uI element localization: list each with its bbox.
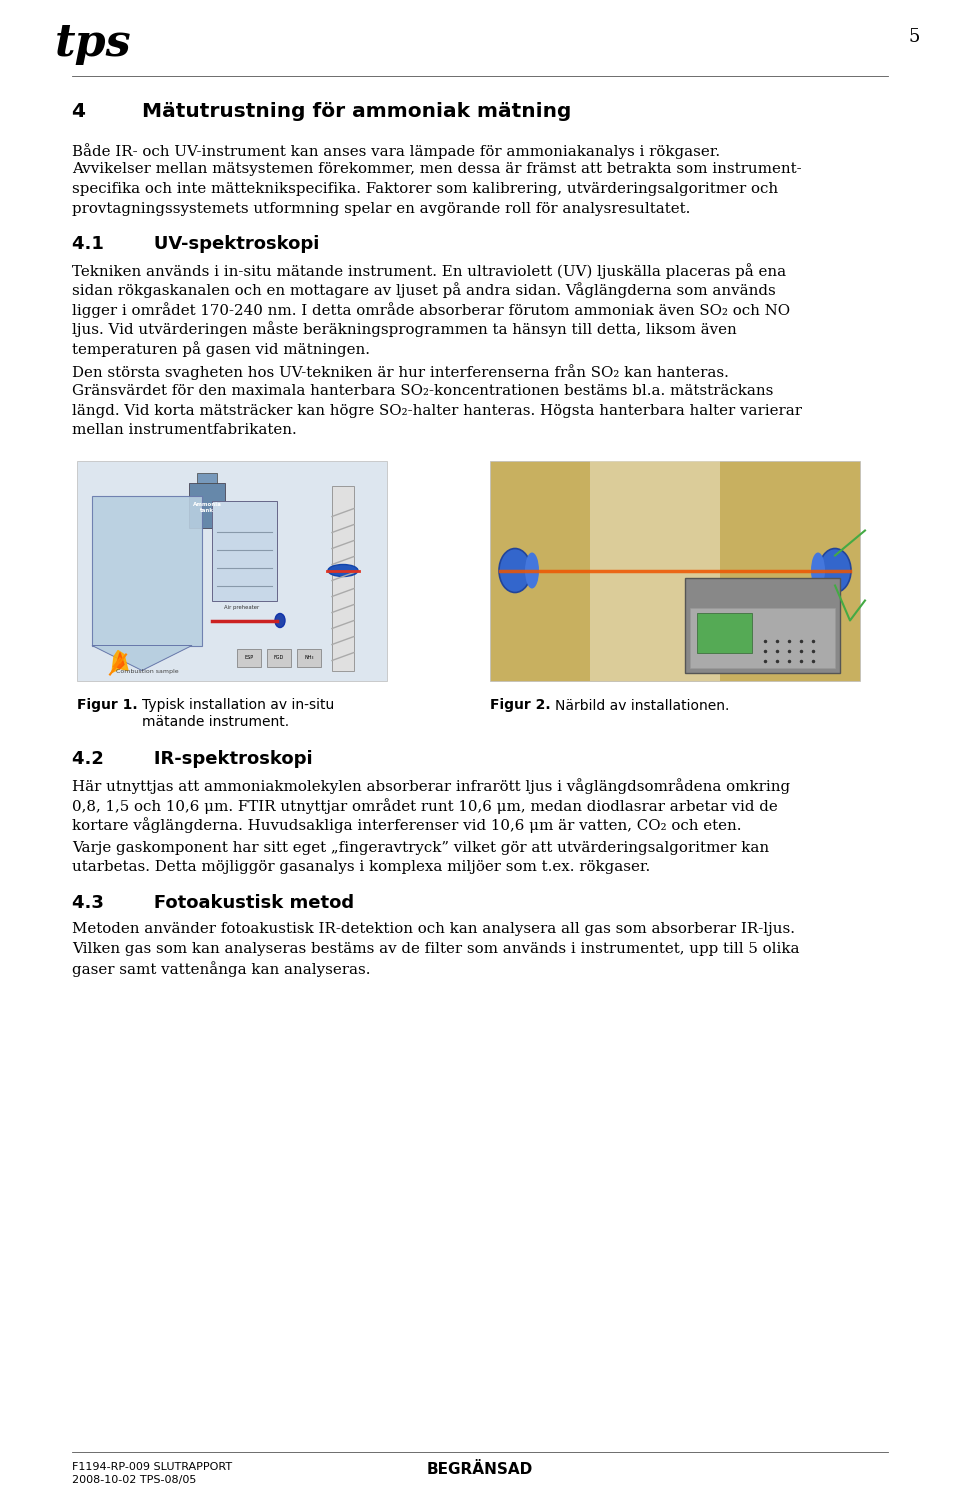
Bar [690, 608, 835, 668]
Bar [332, 486, 354, 670]
Text: Den största svagheten hos UV-tekniken är hur interferenserna från SO₂ kan hanter: Den största svagheten hos UV-tekniken är… [72, 365, 729, 380]
Bar [697, 612, 752, 653]
Ellipse shape [525, 553, 539, 589]
Text: ligger i området 170-240 nm. I detta område absorberar förutom ammoniak även SO₂: ligger i området 170-240 nm. I detta omr… [72, 302, 790, 317]
FancyBboxPatch shape [197, 472, 217, 483]
Bar [77, 460, 387, 681]
Bar [189, 483, 225, 527]
Text: Figur 1.: Figur 1. [77, 699, 137, 712]
Bar [237, 648, 261, 666]
Text: Varje gaskomponent har sitt eget „fingeravtryck” vilket gör att utvärderingsalgo: Varje gaskomponent har sitt eget „finger… [72, 840, 769, 855]
Text: tps: tps [55, 22, 132, 66]
Text: 4.2        IR-spektroskopi: 4.2 IR-spektroskopi [72, 751, 313, 769]
Text: Närbild av installationen.: Närbild av installationen. [555, 699, 730, 712]
Text: gaser samt vattenånga kan analyseras.: gaser samt vattenånga kan analyseras. [72, 961, 371, 977]
Text: temperaturen på gasen vid mätningen.: temperaturen på gasen vid mätningen. [72, 341, 370, 358]
Text: längd. Vid korta mätsträcker kan högre SO₂-halter hanteras. Högsta hanterbara ha: längd. Vid korta mätsträcker kan högre S… [72, 404, 802, 417]
Bar [490, 460, 860, 681]
Text: 4.1        UV-spektroskopi: 4.1 UV-spektroskopi [72, 235, 320, 253]
Text: 2008-10-02 TPS-08/05: 2008-10-02 TPS-08/05 [72, 1475, 197, 1486]
Text: ESP: ESP [245, 656, 253, 660]
Text: Avvikelser mellan mätsystemen förekommer, men dessa är främst att betrakta som i: Avvikelser mellan mätsystemen förekommer… [72, 162, 802, 176]
Text: sidan rökgaskanalen och en mottagare av ljuset på andra sidan. Våglängderna som : sidan rökgaskanalen och en mottagare av … [72, 283, 776, 298]
Text: Ammonia
tank: Ammonia tank [193, 502, 222, 513]
Ellipse shape [328, 565, 358, 577]
Text: ljus. Vid utvärderingen måste beräkningsprogrammen ta hänsyn till detta, liksom : ljus. Vid utvärderingen måste beräknings… [72, 322, 736, 337]
Text: 4        Mätutrustning för ammoniak mätning: 4 Mätutrustning för ammoniak mätning [72, 101, 571, 121]
Text: Air preheater: Air preheater [224, 605, 259, 609]
Ellipse shape [819, 548, 851, 593]
Polygon shape [116, 653, 124, 669]
Text: kortare våglängderna. Huvudsakliga interferenser vid 10,6 μm är vatten, CO₂ och : kortare våglängderna. Huvudsakliga inter… [72, 818, 741, 833]
Text: BEGRÄNSAD: BEGRÄNSAD [427, 1462, 533, 1477]
Text: specifika och inte mätteknikspecifika. Faktorer som kalibrering, utvärderingsalg: specifika och inte mätteknikspecifika. F… [72, 182, 779, 197]
Bar [212, 501, 277, 600]
Text: Gränsvärdet för den maximala hanterbara SO₂-koncentrationen bestäms bl.a. mätstr: Gränsvärdet för den maximala hanterbara … [72, 384, 774, 398]
Ellipse shape [499, 548, 531, 593]
Text: mätande instrument.: mätande instrument. [142, 715, 289, 729]
Bar [267, 648, 291, 666]
Text: provtagningssystemets utformning spelar en avgörande roll för analysresultatet.: provtagningssystemets utformning spelar … [72, 201, 690, 216]
Text: NH₃: NH₃ [304, 656, 314, 660]
Text: FGD: FGD [274, 656, 284, 660]
Text: 0,8, 1,5 och 10,6 μm. FTIR utnyttjar området runt 10,6 μm, medan diodlasrar arbe: 0,8, 1,5 och 10,6 μm. FTIR utnyttjar omr… [72, 799, 778, 814]
Bar [590, 460, 720, 681]
Ellipse shape [811, 553, 825, 589]
Bar [685, 578, 840, 672]
Text: Typisk installation av in-situ: Typisk installation av in-situ [142, 699, 334, 712]
Text: Figur 2.: Figur 2. [490, 699, 551, 712]
Text: Både IR- och UV-instrument kan anses vara lämpade för ammoniakanalys i rökgaser.: Både IR- och UV-instrument kan anses var… [72, 143, 720, 159]
Text: Vilken gas som kan analyseras bestäms av de filter som används i instrumentet, u: Vilken gas som kan analyseras bestäms av… [72, 942, 800, 955]
Polygon shape [92, 645, 192, 670]
Text: Combustion sample: Combustion sample [116, 669, 179, 675]
Text: F1194-RP-009 SLUTRAPPORT: F1194-RP-009 SLUTRAPPORT [72, 1462, 232, 1472]
Text: Här utnyttjas att ammoniakmolekylen absorberar infrarött ljus i våglängdsområden: Här utnyttjas att ammoniakmolekylen abso… [72, 778, 790, 794]
Text: 4.3        Fotoakustisk metod: 4.3 Fotoakustisk metod [72, 894, 354, 912]
Text: mellan instrumentfabrikaten.: mellan instrumentfabrikaten. [72, 423, 297, 437]
Text: utarbetas. Detta möjliggör gasanalys i komplexa miljöer som t.ex. rökgaser.: utarbetas. Detta möjliggör gasanalys i k… [72, 861, 650, 875]
Text: Metoden använder fotoakustisk IR-detektion och kan analysera all gas som absorbe: Metoden använder fotoakustisk IR-detekti… [72, 922, 795, 936]
Ellipse shape [275, 614, 285, 627]
Bar [297, 648, 321, 666]
Text: Tekniken används i in-situ mätande instrument. En ultraviolett (UV) ljuskälla pl: Tekniken används i in-situ mätande instr… [72, 264, 786, 279]
Polygon shape [112, 651, 128, 672]
Bar [92, 496, 202, 645]
Text: 5: 5 [908, 28, 920, 46]
